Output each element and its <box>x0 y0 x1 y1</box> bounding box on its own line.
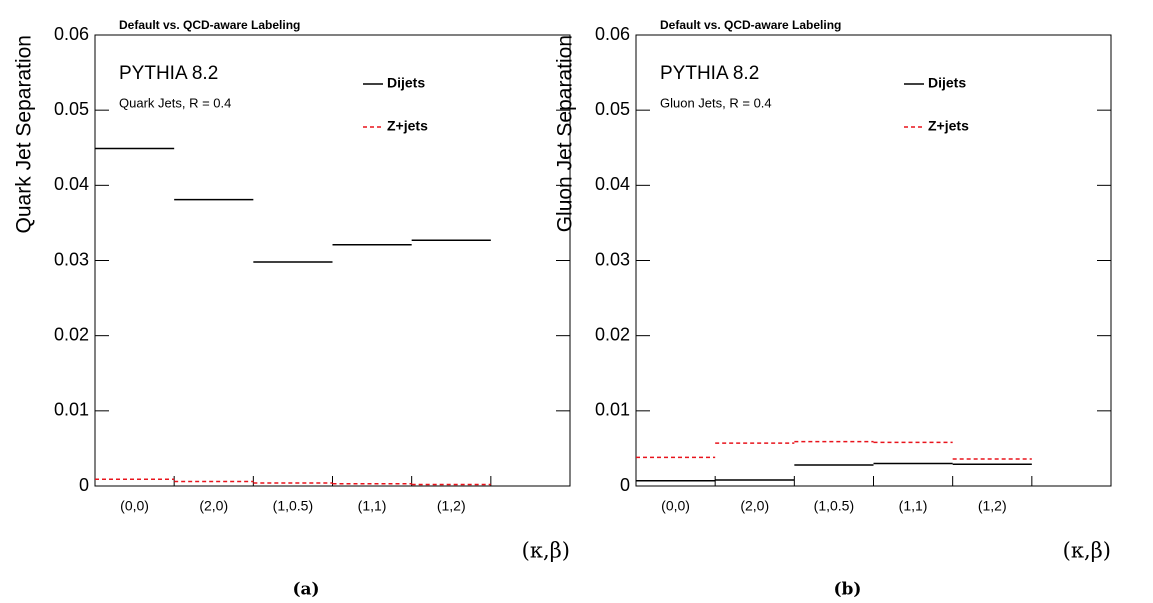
x-tick-label: (1,1) <box>899 498 928 514</box>
legend-label: Dijets <box>387 75 425 91</box>
y-axis-label: Gluon Jet Separation <box>554 35 577 232</box>
x-tick-label: (1,2) <box>978 498 1007 514</box>
x-axis-label: (κ,β) <box>522 539 570 563</box>
annotation: PYTHIA 8.2 <box>660 63 759 84</box>
y-tick-label: 0 <box>620 475 630 495</box>
caption: (a) <box>293 580 320 600</box>
annotation: Gluon Jets, R = 0.4 <box>660 95 772 110</box>
y-tick-label: 0.04 <box>595 174 630 194</box>
x-tick-label: (0,0) <box>120 498 149 514</box>
y-tick-label: 0.05 <box>595 99 630 119</box>
y-tick-label: 0.03 <box>595 249 630 269</box>
x-tick-label: (1,1) <box>358 498 387 514</box>
y-axis-label: Quark Jet Separation <box>13 35 36 233</box>
y-tick-label: 0.06 <box>54 24 89 44</box>
x-tick-label: (2,0) <box>199 498 228 514</box>
y-tick-label: 0.01 <box>54 400 89 420</box>
x-tick-label: (2,0) <box>740 498 769 514</box>
y-tick-label: 0 <box>79 475 89 495</box>
annotation: PYTHIA 8.2 <box>119 63 218 84</box>
annotation: Quark Jets, R = 0.4 <box>119 95 231 110</box>
x-tick-label: (1,0.5) <box>814 498 854 514</box>
y-tick-label: 0.04 <box>54 174 89 194</box>
y-tick-label: 0.01 <box>595 400 630 420</box>
y-tick-label: 0.05 <box>54 99 89 119</box>
caption: (b) <box>834 580 862 600</box>
x-tick-label: (1,2) <box>437 498 466 514</box>
chart-title: Default vs. QCD-aware Labeling <box>660 18 841 32</box>
chart-title: Default vs. QCD-aware Labeling <box>119 18 300 32</box>
y-tick-label: 0.02 <box>54 324 89 344</box>
legend-label: Z+jets <box>928 118 969 134</box>
y-tick-label: 0.06 <box>595 24 630 44</box>
legend-label: Z+jets <box>387 118 428 134</box>
x-axis-label: (κ,β) <box>1063 539 1111 563</box>
y-tick-label: 0.03 <box>54 249 89 269</box>
x-tick-label: (1,0.5) <box>273 498 313 514</box>
y-tick-label: 0.02 <box>595 324 630 344</box>
x-tick-label: (0,0) <box>661 498 690 514</box>
legend-label: Dijets <box>928 75 966 91</box>
